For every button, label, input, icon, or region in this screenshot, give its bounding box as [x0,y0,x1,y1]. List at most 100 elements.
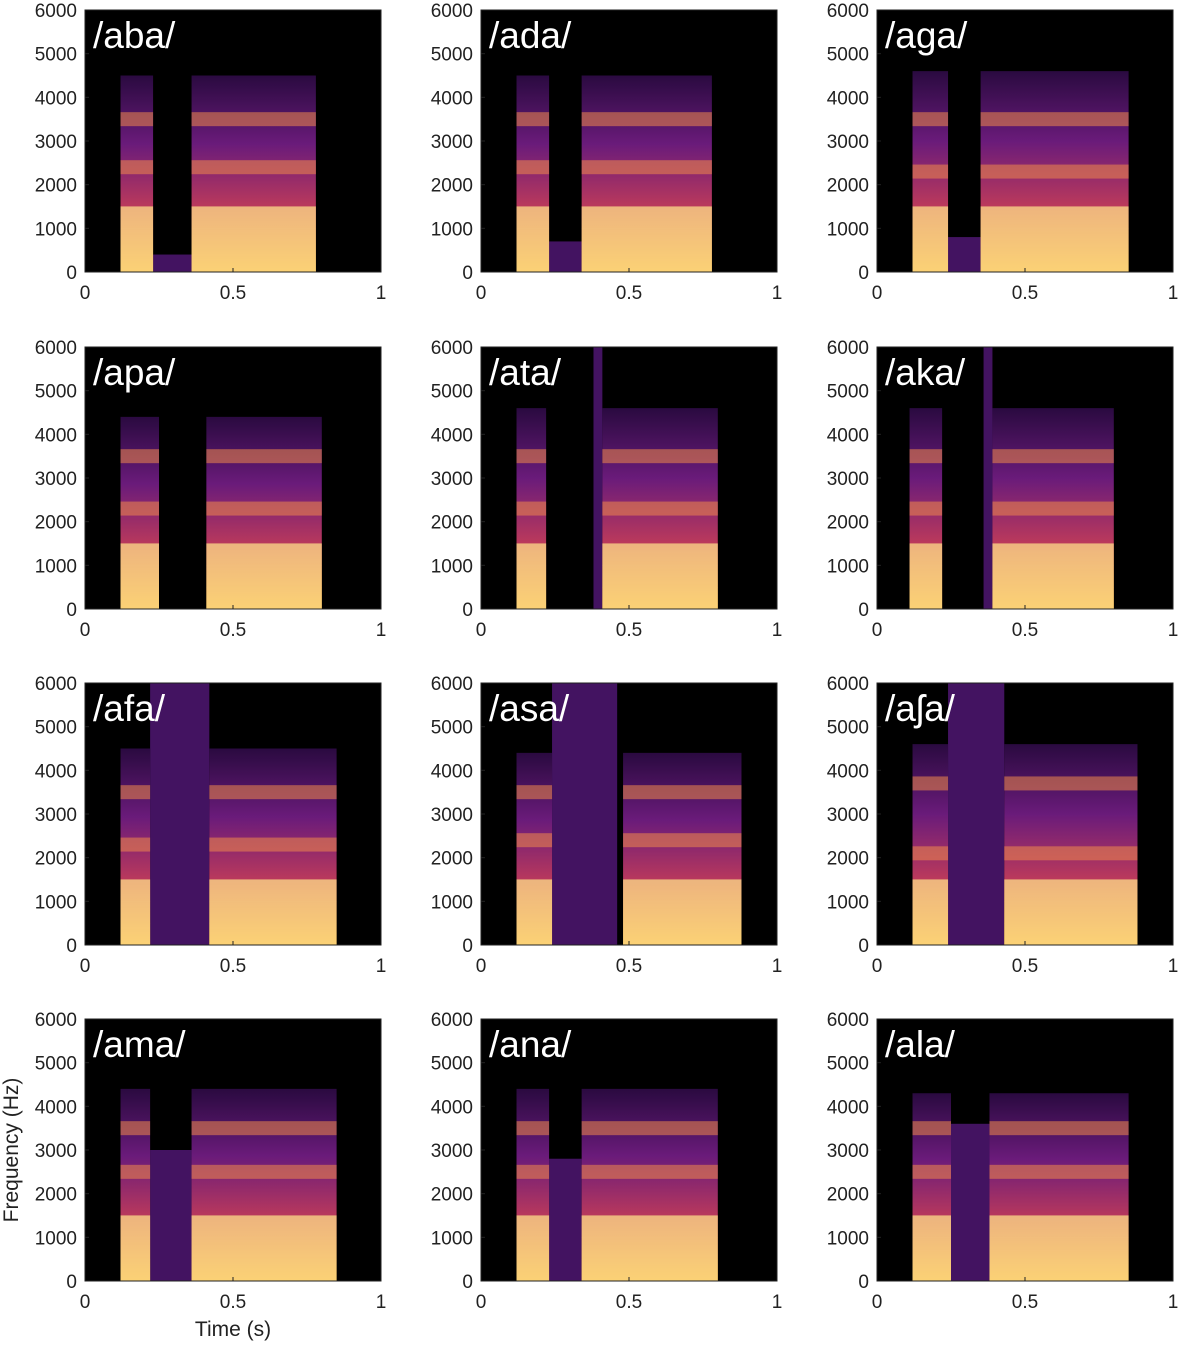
formant-band [1004,879,1138,902]
formant-band [516,501,547,516]
formant-band [516,833,553,848]
panel-title: /ana/ [489,1024,572,1065]
y-tick-label: 0 [462,936,473,957]
y-tick-label: 4000 [35,88,77,109]
formant-band [120,785,151,800]
formant-band [191,250,316,273]
consonant [593,347,603,609]
formant-band [992,565,1114,588]
formant-band [581,1259,718,1282]
formant-band [1004,776,1138,791]
y-tick-label: 3000 [431,132,473,153]
y-tick-label: 1000 [827,892,869,913]
y-tick-label: 6000 [431,1,473,22]
y-tick-label: 0 [462,1272,473,1293]
x-tick-label: 0 [872,620,883,641]
x-tick-label: 0 [872,283,883,304]
formant-band [992,587,1114,610]
x-tick-label: 0 [476,620,487,641]
formant-band [980,112,1129,127]
formant-band [120,1164,151,1179]
formant-band [912,901,949,924]
formant-band [992,501,1114,516]
y-tick-label: 0 [462,600,473,621]
formant-band [516,206,550,229]
y-tick-label: 4000 [827,88,869,109]
formant-band [989,1237,1129,1260]
x-tick-label: 1 [376,620,387,641]
formant-band [912,776,949,791]
y-tick-label: 1000 [431,556,473,577]
x-tick-label: 1 [1168,1292,1179,1313]
formant-band [209,901,337,924]
x-tick-label: 0.5 [220,283,246,304]
formant-band [120,250,154,273]
consonant [948,683,1005,945]
formant-band [206,449,322,464]
formant-band [912,206,949,229]
formant-band [623,923,742,946]
y-tick-label: 0 [66,936,77,957]
formant-band [623,833,742,848]
y-axis-label: Frequency (Hz) [0,1078,23,1223]
formant-band [581,228,712,251]
y-tick-label: 5000 [35,718,77,739]
formant-band [581,1121,718,1136]
x-tick-label: 1 [772,1292,783,1313]
formant-band [992,449,1114,464]
formant-band [912,879,949,902]
formant-band [209,923,337,946]
y-tick-label: 4000 [35,425,77,446]
y-tick-label: 2000 [431,176,473,197]
y-tick-label: 6000 [431,1010,473,1031]
formant-band [989,1215,1129,1238]
formant-band [516,228,550,251]
y-tick-label: 6000 [35,674,77,695]
formant-band [516,1215,550,1238]
x-tick-label: 0.5 [1012,956,1038,977]
y-tick-label: 2000 [431,513,473,534]
formant-band [120,206,154,229]
x-tick-label: 1 [772,956,783,977]
x-tick-label: 1 [376,1292,387,1313]
y-tick-label: 5000 [431,382,473,403]
formant-band [602,543,718,566]
panel-title: /ama/ [93,1024,186,1065]
y-tick-label: 0 [858,600,869,621]
y-tick-label: 3000 [431,469,473,490]
formant-band [989,1259,1129,1282]
x-tick-label: 0.5 [1012,1292,1038,1313]
panel-title: /aga/ [885,15,968,56]
formant-band [980,228,1129,251]
formant-band [581,1215,718,1238]
formant-band [1004,923,1138,946]
x-tick-label: 1 [772,620,783,641]
y-tick-label: 1000 [35,219,77,240]
y-tick-label: 6000 [827,338,869,359]
y-tick-label: 6000 [827,674,869,695]
x-tick-label: 1 [772,283,783,304]
formant-band [912,1164,951,1179]
x-tick-label: 0.5 [616,1292,642,1313]
x-tick-label: 1 [376,283,387,304]
formant-band [120,112,154,127]
y-tick-label: 1000 [431,892,473,913]
formant-band [992,543,1114,566]
y-tick-label: 5000 [827,1054,869,1075]
y-tick-label: 6000 [35,338,77,359]
formant-band [516,587,547,610]
y-tick-label: 0 [66,600,77,621]
y-tick-label: 5000 [431,1054,473,1075]
formant-band [581,250,712,273]
panel-title: /ata/ [489,352,562,393]
consonant [150,1150,192,1281]
panel-title: /aʃa/ [885,688,956,729]
formant-band [191,112,316,127]
formant-band [516,160,550,175]
formant-band [191,160,316,175]
y-tick-label: 3000 [431,805,473,826]
consonant [153,254,192,272]
formant-band [516,565,547,588]
formant-band [912,1237,951,1260]
